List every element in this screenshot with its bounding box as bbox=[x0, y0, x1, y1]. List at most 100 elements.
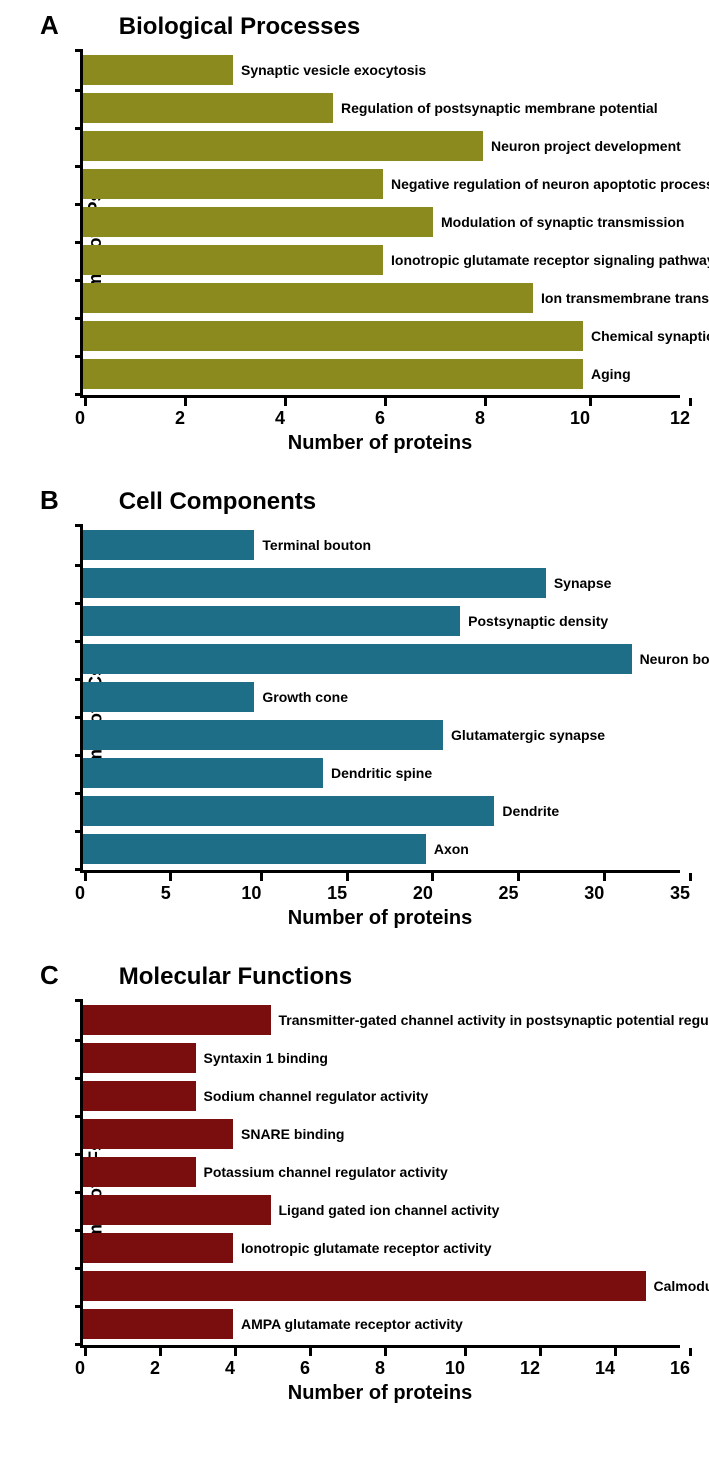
bar-row: Synapse bbox=[83, 566, 680, 600]
bar-label: Synapse bbox=[554, 575, 612, 591]
x-tick-label: 4 bbox=[275, 408, 285, 429]
x-tick-label: 4 bbox=[225, 1358, 235, 1379]
chart-area: Names of CCsTerminal boutonSynapsePostsy… bbox=[80, 524, 690, 930]
bar-row: Terminal bouton bbox=[83, 528, 680, 562]
bar-label: Aging bbox=[591, 366, 631, 382]
x-tick: 12 bbox=[680, 398, 700, 429]
plot: Synaptic vesicle exocytosisRegulation of… bbox=[80, 49, 680, 398]
bar-row: Negative regulation of neuron apoptotic … bbox=[83, 167, 680, 201]
bar bbox=[83, 1043, 196, 1073]
bar-label: Neuron project development bbox=[491, 138, 681, 154]
bar-row: Synaptic vesicle exocytosis bbox=[83, 53, 680, 87]
x-tick-label: 6 bbox=[300, 1358, 310, 1379]
y-tick bbox=[75, 1153, 83, 1156]
bar-row: Transmitter-gated channel activity in po… bbox=[83, 1003, 680, 1037]
x-tick: 4 bbox=[230, 1348, 240, 1379]
bar bbox=[83, 1081, 196, 1111]
bar bbox=[83, 169, 383, 199]
x-tick-line bbox=[603, 873, 606, 881]
bar bbox=[83, 682, 254, 712]
x-tick-line bbox=[384, 398, 387, 406]
bar bbox=[83, 283, 533, 313]
panel-header: CMolecular Functions bbox=[20, 960, 689, 991]
y-tick bbox=[75, 241, 83, 244]
x-tick-label: 0 bbox=[75, 1358, 85, 1379]
bar bbox=[83, 530, 254, 560]
x-tick-label: 10 bbox=[241, 883, 261, 904]
bar bbox=[83, 1005, 271, 1035]
x-tick-label: 0 bbox=[75, 883, 85, 904]
bar-row: Postsynaptic density bbox=[83, 604, 680, 638]
bar bbox=[83, 1271, 646, 1301]
x-tick-label: 14 bbox=[595, 1358, 615, 1379]
bar-row: Modulation of synaptic transmission bbox=[83, 205, 680, 239]
bar-label: SNARE binding bbox=[241, 1126, 344, 1142]
bar-label: Negative regulation of neuron apoptotic … bbox=[391, 176, 709, 192]
bar bbox=[83, 321, 583, 351]
panel-letter: C bbox=[40, 960, 59, 991]
y-tick bbox=[75, 1229, 83, 1232]
panel-b: BCell ComponentsNames of CCsTerminal bou… bbox=[20, 485, 689, 930]
y-tick bbox=[75, 830, 83, 833]
x-tick-label: 20 bbox=[413, 883, 433, 904]
x-axis-label: Number of proteins bbox=[80, 1382, 680, 1405]
chart-area: Names of BPsSynaptic vesicle exocytosisR… bbox=[80, 49, 690, 455]
y-tick bbox=[75, 1115, 83, 1118]
y-tick bbox=[75, 127, 83, 130]
y-tick bbox=[75, 999, 83, 1002]
bar bbox=[83, 93, 333, 123]
bar bbox=[83, 55, 233, 85]
bar bbox=[83, 1157, 196, 1187]
bar-row: SNARE binding bbox=[83, 1117, 680, 1151]
x-tick-line bbox=[484, 398, 487, 406]
bar-label: Postsynaptic density bbox=[468, 613, 608, 629]
y-tick bbox=[75, 1039, 83, 1042]
x-tick: 8 bbox=[480, 398, 490, 429]
bar-row: Potassium channel regulator activity bbox=[83, 1155, 680, 1189]
x-tick: 25 bbox=[509, 873, 529, 904]
x-tick: 16 bbox=[680, 1348, 700, 1379]
y-tick bbox=[75, 564, 83, 567]
x-tick: 0 bbox=[80, 873, 90, 904]
x-tick: 2 bbox=[180, 398, 190, 429]
x-tick: 30 bbox=[594, 873, 614, 904]
bar-label: Terminal bouton bbox=[262, 537, 371, 553]
x-tick-label: 30 bbox=[584, 883, 604, 904]
bar bbox=[83, 644, 632, 674]
x-tick: 8 bbox=[380, 1348, 390, 1379]
bar-label: Dendritic spine bbox=[331, 765, 432, 781]
y-tick bbox=[75, 317, 83, 320]
x-tick: 0 bbox=[80, 398, 90, 429]
x-tick-label: 8 bbox=[475, 408, 485, 429]
bar bbox=[83, 1119, 233, 1149]
x-tick: 5 bbox=[166, 873, 176, 904]
x-tick-line bbox=[539, 1348, 542, 1356]
panel-title: Cell Components bbox=[119, 488, 316, 516]
bar-row: Growth cone bbox=[83, 680, 680, 714]
x-tick: 12 bbox=[530, 1348, 550, 1379]
x-tick-label: 25 bbox=[499, 883, 519, 904]
x-tick-label: 2 bbox=[175, 408, 185, 429]
chart-area: Names of MFsTransmitter-gated channel ac… bbox=[80, 999, 690, 1405]
bar-label: Ligand gated ion channel activity bbox=[279, 1202, 500, 1218]
bar-row: Ligand gated ion channel activity bbox=[83, 1193, 680, 1227]
x-tick-line bbox=[464, 1348, 467, 1356]
x-tick-line bbox=[384, 1348, 387, 1356]
x-tick-label: 8 bbox=[375, 1358, 385, 1379]
bar-label: AMPA glutamate receptor activity bbox=[241, 1316, 463, 1332]
x-tick: 2 bbox=[155, 1348, 165, 1379]
bar bbox=[83, 1195, 271, 1225]
bar bbox=[83, 131, 483, 161]
y-tick bbox=[75, 602, 83, 605]
y-tick bbox=[75, 678, 83, 681]
bar-row: Syntaxin 1 binding bbox=[83, 1041, 680, 1075]
x-tick: 10 bbox=[455, 1348, 475, 1379]
y-tick bbox=[75, 279, 83, 282]
panel-a: ABiological ProcessesNames of BPsSynapti… bbox=[20, 10, 689, 455]
x-tick-label: 5 bbox=[161, 883, 171, 904]
x-tick: 0 bbox=[80, 1348, 90, 1379]
x-tick: 4 bbox=[280, 398, 290, 429]
y-tick bbox=[75, 393, 83, 396]
bar-row: Sodium channel regulator activity bbox=[83, 1079, 680, 1113]
plot: Transmitter-gated channel activity in po… bbox=[80, 999, 680, 1348]
